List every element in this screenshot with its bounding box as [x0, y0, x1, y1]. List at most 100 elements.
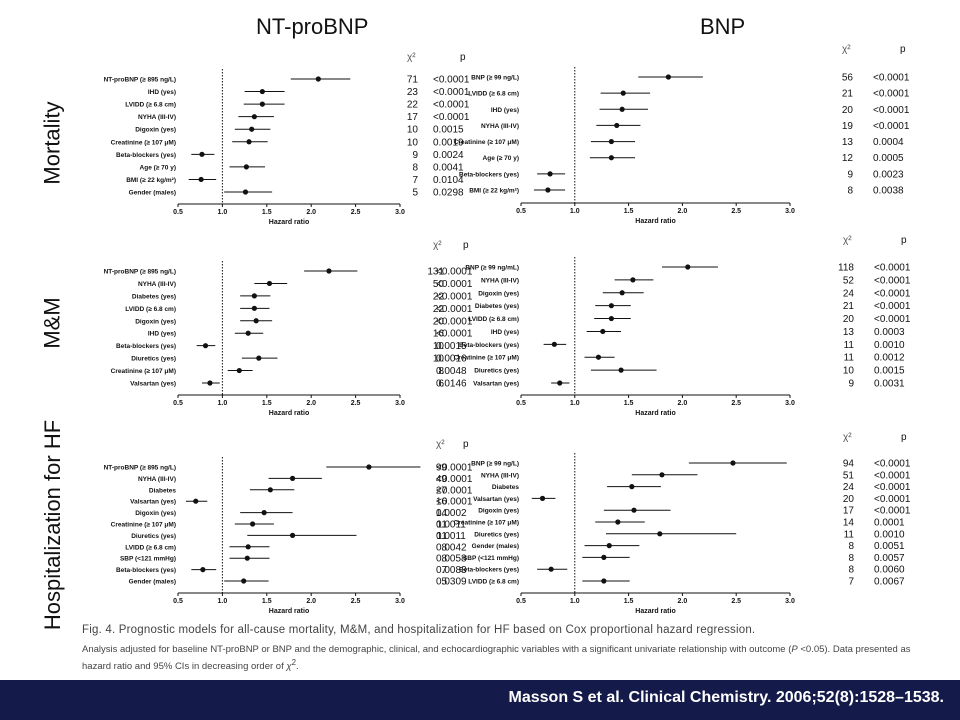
panel-0-point-4 [249, 126, 255, 132]
panel-1-p-5: 0.0005 [873, 153, 904, 164]
panel-2-p-8: 0.0048 [436, 366, 467, 377]
panel-5-row-label-9: Beta-blockers (yes) [459, 567, 519, 574]
panel-2-point-3 [251, 305, 257, 311]
panel-4-row-label-5: Creatinine (≥ 107 μM) [111, 522, 176, 529]
panel-0-row-label-5: Creatinine (≥ 107 μM) [111, 139, 176, 146]
panel-5-point-0 [730, 460, 736, 466]
panel-0-point-2 [259, 101, 265, 107]
panel-3-point-8 [618, 367, 624, 373]
panel-2-xtick-label-3: 2.0 [306, 400, 316, 407]
panel-0-p-4: 0.0015 [433, 125, 464, 136]
panel-5-point-7 [606, 543, 612, 549]
panel-4-row-label-10: Gender (males) [129, 579, 176, 586]
panel-4-point-2 [267, 487, 273, 493]
panel-5-xtick-label-0: 0.5 [516, 598, 526, 605]
panel-4-p-10: 0.0309 [436, 577, 467, 588]
panel-5-p-3: <0.0001 [874, 494, 911, 505]
panel-0-chi2-0: 71 [407, 75, 419, 86]
panel-0-point-5 [246, 139, 252, 145]
caption-note-sup: 2 [291, 658, 296, 667]
column-title-bnp: BNP [700, 14, 746, 39]
panel-4-row-label-4: Digoxin (yes) [135, 510, 176, 517]
panel-2-p-3: <0.0001 [436, 304, 473, 315]
panel-5-chi2-3: 20 [843, 494, 855, 505]
panel-5-chi2-4: 17 [843, 506, 855, 517]
panel-4-p-6: 0.0011 [436, 531, 466, 542]
caption-note-end: . [295, 661, 299, 673]
panel-0-point-8 [198, 176, 204, 183]
panel-2-p-4: <0.0001 [436, 316, 473, 327]
panel-4-point-4 [261, 509, 267, 516]
panel-1-row-label-3: NYHA (III-IV) [481, 123, 519, 130]
panel-5-p-9: 0.0060 [874, 565, 905, 576]
panel-1-row-label-0: BNP (≥ 99 ng/L) [471, 75, 519, 82]
panel-0-chi2-9: 5 [412, 188, 418, 199]
panel-4-point-0 [366, 464, 372, 470]
panel-4-xtick-label-4: 2.5 [351, 598, 361, 605]
panel-5-point-10 [601, 578, 607, 584]
panel-5-p-1: <0.0001 [874, 470, 911, 481]
panel-0-row-label-0: NT-proBNP (≥ 895 ng/L) [104, 77, 176, 84]
panel-0-chi2-8: 7 [412, 175, 418, 186]
panel-2-p-5: <0.0001 [436, 329, 473, 340]
panel-5-p-10: 0.0067 [874, 577, 905, 588]
panel-1-row-label-5: Age (≥ 70 y) [483, 155, 519, 162]
panel-0-row-label-4: Digoxin (yes) [135, 127, 176, 134]
panel-4-p-0: <0.0001 [436, 463, 473, 474]
panel-1-row-label-1: LVIDD (≥ 6.8 cm) [468, 91, 519, 98]
panel-2-chi2-4: 20 [433, 316, 445, 327]
panel-3-p-3: <0.0001 [874, 301, 911, 312]
panel-4-chi2-6: 11 [437, 531, 448, 542]
panel-5-chi2-0: 94 [843, 459, 855, 470]
panel-2-row-label-1: NYHA (III-IV) [138, 281, 176, 288]
panel-4-chi2-10: 5 [441, 577, 447, 588]
panel-4-p-5: 0.0011 [436, 520, 466, 531]
panel-4-p-3: <0.0001 [436, 497, 473, 508]
panel-4-point-8 [244, 555, 250, 561]
panel-0-xtick-label-4: 2.5 [351, 209, 361, 216]
panel-1-chi2-0: 56 [842, 73, 854, 84]
panel-4-row-label-6: Diuretics (yes) [131, 533, 176, 540]
panel-4-point-9 [200, 567, 206, 573]
panel-0-chi2-6: 9 [412, 150, 418, 161]
panel-5-row-label-5: Creatinine (≥ 107 μM) [454, 520, 519, 527]
panel-2-row-label-5: IHD (yes) [148, 331, 176, 338]
panel-0-point-3 [251, 114, 257, 120]
panel-2-point-5 [245, 330, 251, 336]
panel-2-row-label-7: Diuretics (yes) [131, 356, 176, 363]
panel-2-row-label-9: Valsartan (yes) [130, 381, 176, 388]
citation-bar: Masson S et al. Clinical Chemistry. 2006… [0, 680, 960, 720]
panel-5-chi2-header: χ² [843, 432, 852, 443]
panel-3-chi2-header: χ² [843, 235, 852, 246]
panel-0-row-label-2: LVIDD (≥ 6.8 cm) [125, 102, 176, 109]
panel-3-chi2-5: 13 [843, 327, 855, 338]
panel-3-xtick-label-5: 3.0 [785, 400, 795, 407]
panel-0-p-8: 0.0104 [433, 175, 464, 186]
panel-4-row-label-9: Beta-blockers (yes) [116, 567, 176, 574]
panel-2-p-9: 0.0146 [436, 379, 467, 390]
panel-1-row-label-4: Creatinine (≥ 107 μM) [454, 139, 519, 146]
panel-5-chi2-9: 8 [848, 565, 854, 576]
panel-4-p-2: <0.0001 [436, 485, 473, 496]
panel-2-chi2-7: 10 [433, 354, 445, 365]
panel-3-row-label-4: LVIDD (≥ 6.8 cm) [468, 316, 519, 323]
panel-5-p-4: <0.0001 [874, 506, 911, 517]
panel-5-row-label-1: NYHA (III-IV) [481, 472, 519, 479]
panel-2-point-9 [207, 380, 213, 386]
panel-0-row-label-7: Age (≥ 70 y) [140, 164, 176, 171]
panel-4-xtick-label-2: 1.5 [262, 598, 272, 605]
panel-5-row-label-7: Gender (males) [472, 543, 519, 550]
panel-4-p-4: 0.0002 [436, 508, 467, 519]
panel-3-point-2 [619, 290, 625, 296]
panel-0-chi2-5: 10 [407, 137, 419, 148]
panel-3-p-1: <0.0001 [874, 275, 911, 286]
panel-1-row-label-2: IHD (yes) [491, 107, 519, 114]
panel-1-row-label-6: Beta-blockers (yes) [459, 171, 519, 178]
panel-2-point-4 [253, 318, 259, 324]
panel-0-row-label-6: Beta-blockers (yes) [116, 152, 176, 159]
panel-1-xtick-label-4: 2.5 [731, 208, 741, 215]
panel-3-xtick-label-1: 1.0 [570, 400, 580, 407]
panel-4-xtick-label-5: 3.0 [395, 598, 405, 605]
panel-2-p-7: 0.0016 [436, 354, 467, 365]
panel-4-row-label-8: SBP (<121 mmHg) [120, 556, 176, 563]
